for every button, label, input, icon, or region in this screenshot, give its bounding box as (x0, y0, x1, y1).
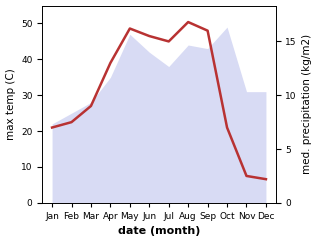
Y-axis label: max temp (C): max temp (C) (5, 68, 16, 140)
X-axis label: date (month): date (month) (118, 227, 200, 236)
Y-axis label: med. precipitation (kg/m2): med. precipitation (kg/m2) (302, 34, 313, 174)
